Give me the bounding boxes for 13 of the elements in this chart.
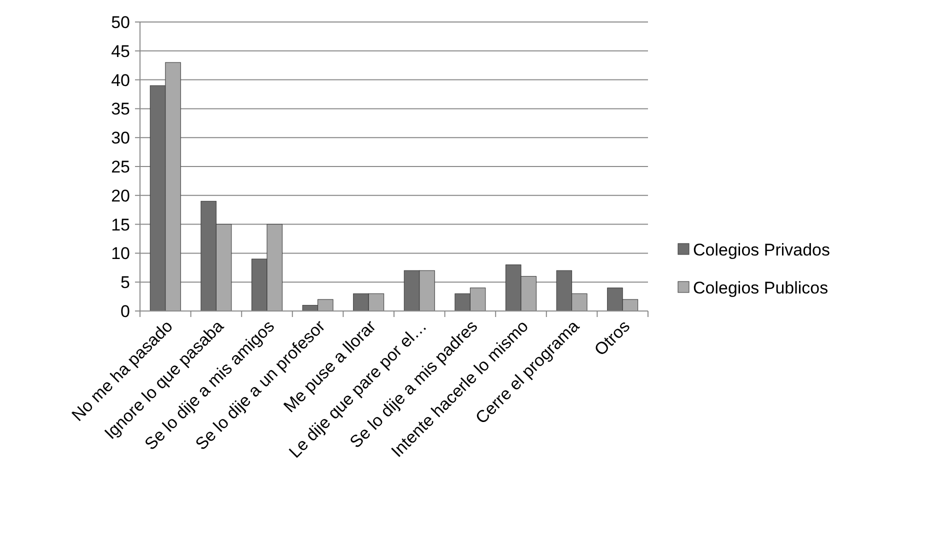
y-tick-label: 0 [120, 302, 130, 321]
y-tick-label: 50 [111, 12, 130, 32]
y-tick-label: 45 [111, 42, 130, 61]
y-tick-label: 40 [111, 70, 130, 90]
legend-label: Colegios Publicos [693, 278, 828, 298]
y-tick-label: 10 [111, 244, 130, 264]
legend-label: Colegios Privados [693, 240, 830, 260]
y-tick-label: 30 [111, 128, 130, 148]
y-tick-label: 15 [111, 215, 130, 234]
y-tick-label: 35 [111, 100, 130, 119]
y-tick-label: 25 [111, 157, 130, 176]
y-tick-label: 5 [120, 273, 130, 292]
y-tick-label: 20 [111, 186, 130, 206]
